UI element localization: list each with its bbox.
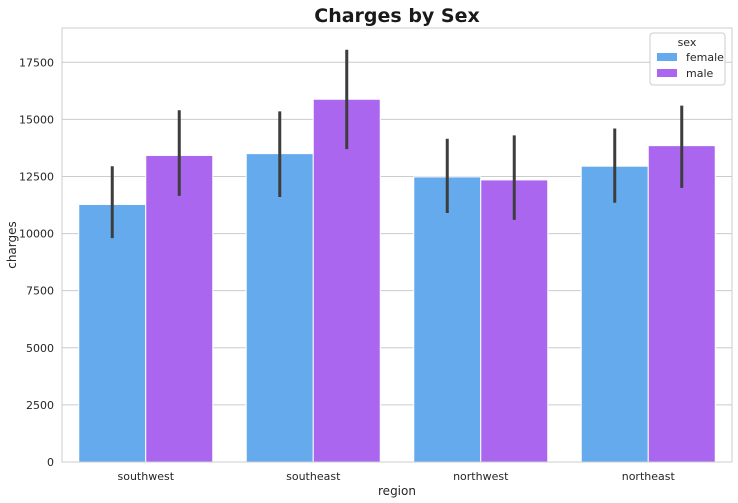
bar-female-southeast — [245, 153, 314, 463]
y-tick-label: 12500 — [19, 170, 54, 183]
legend-label-male: male — [686, 67, 714, 80]
bar-male-northwest — [480, 179, 549, 463]
legend-title: sex — [678, 36, 697, 49]
chart-title: Charges by Sex — [314, 5, 480, 27]
y-tick-label: 10000 — [19, 228, 54, 241]
x-tick-label: southwest — [117, 470, 174, 483]
plot-frame — [61, 27, 733, 463]
x-tick-labels: southwest southeast northwest northeast — [117, 470, 675, 483]
legend-swatch-male — [657, 69, 677, 77]
y-tick-label: 2500 — [26, 399, 54, 412]
bar-female-northeast — [580, 165, 649, 463]
legend-swatch-female — [657, 53, 677, 61]
x-tick-label: northwest — [453, 470, 509, 483]
y-tick-label: 7500 — [26, 285, 54, 298]
y-tick-label: 17500 — [19, 56, 54, 69]
bar-female-southwest — [78, 203, 147, 463]
bar-male-southwest — [145, 154, 214, 463]
y-tick-label: 15000 — [19, 113, 54, 126]
y-tick-label: 0 — [47, 456, 54, 469]
bar-layer — [78, 98, 716, 463]
y-tick-label: 5000 — [26, 342, 54, 355]
y-tick-labels: 0 2500 5000 7500 10000 12500 15000 17500 — [19, 56, 54, 469]
legend: sex female male — [649, 32, 726, 86]
bar-male-northeast — [647, 145, 716, 463]
bar-male-southeast — [312, 98, 381, 463]
errorbar-layer — [110, 49, 684, 239]
x-tick-label: northeast — [622, 470, 676, 483]
y-axis-title: charges — [5, 221, 19, 269]
x-tick-label: southeast — [286, 470, 341, 483]
bar-female-northwest — [413, 176, 482, 463]
legend-label-female: female — [686, 51, 724, 64]
x-axis-title: region — [378, 484, 416, 498]
